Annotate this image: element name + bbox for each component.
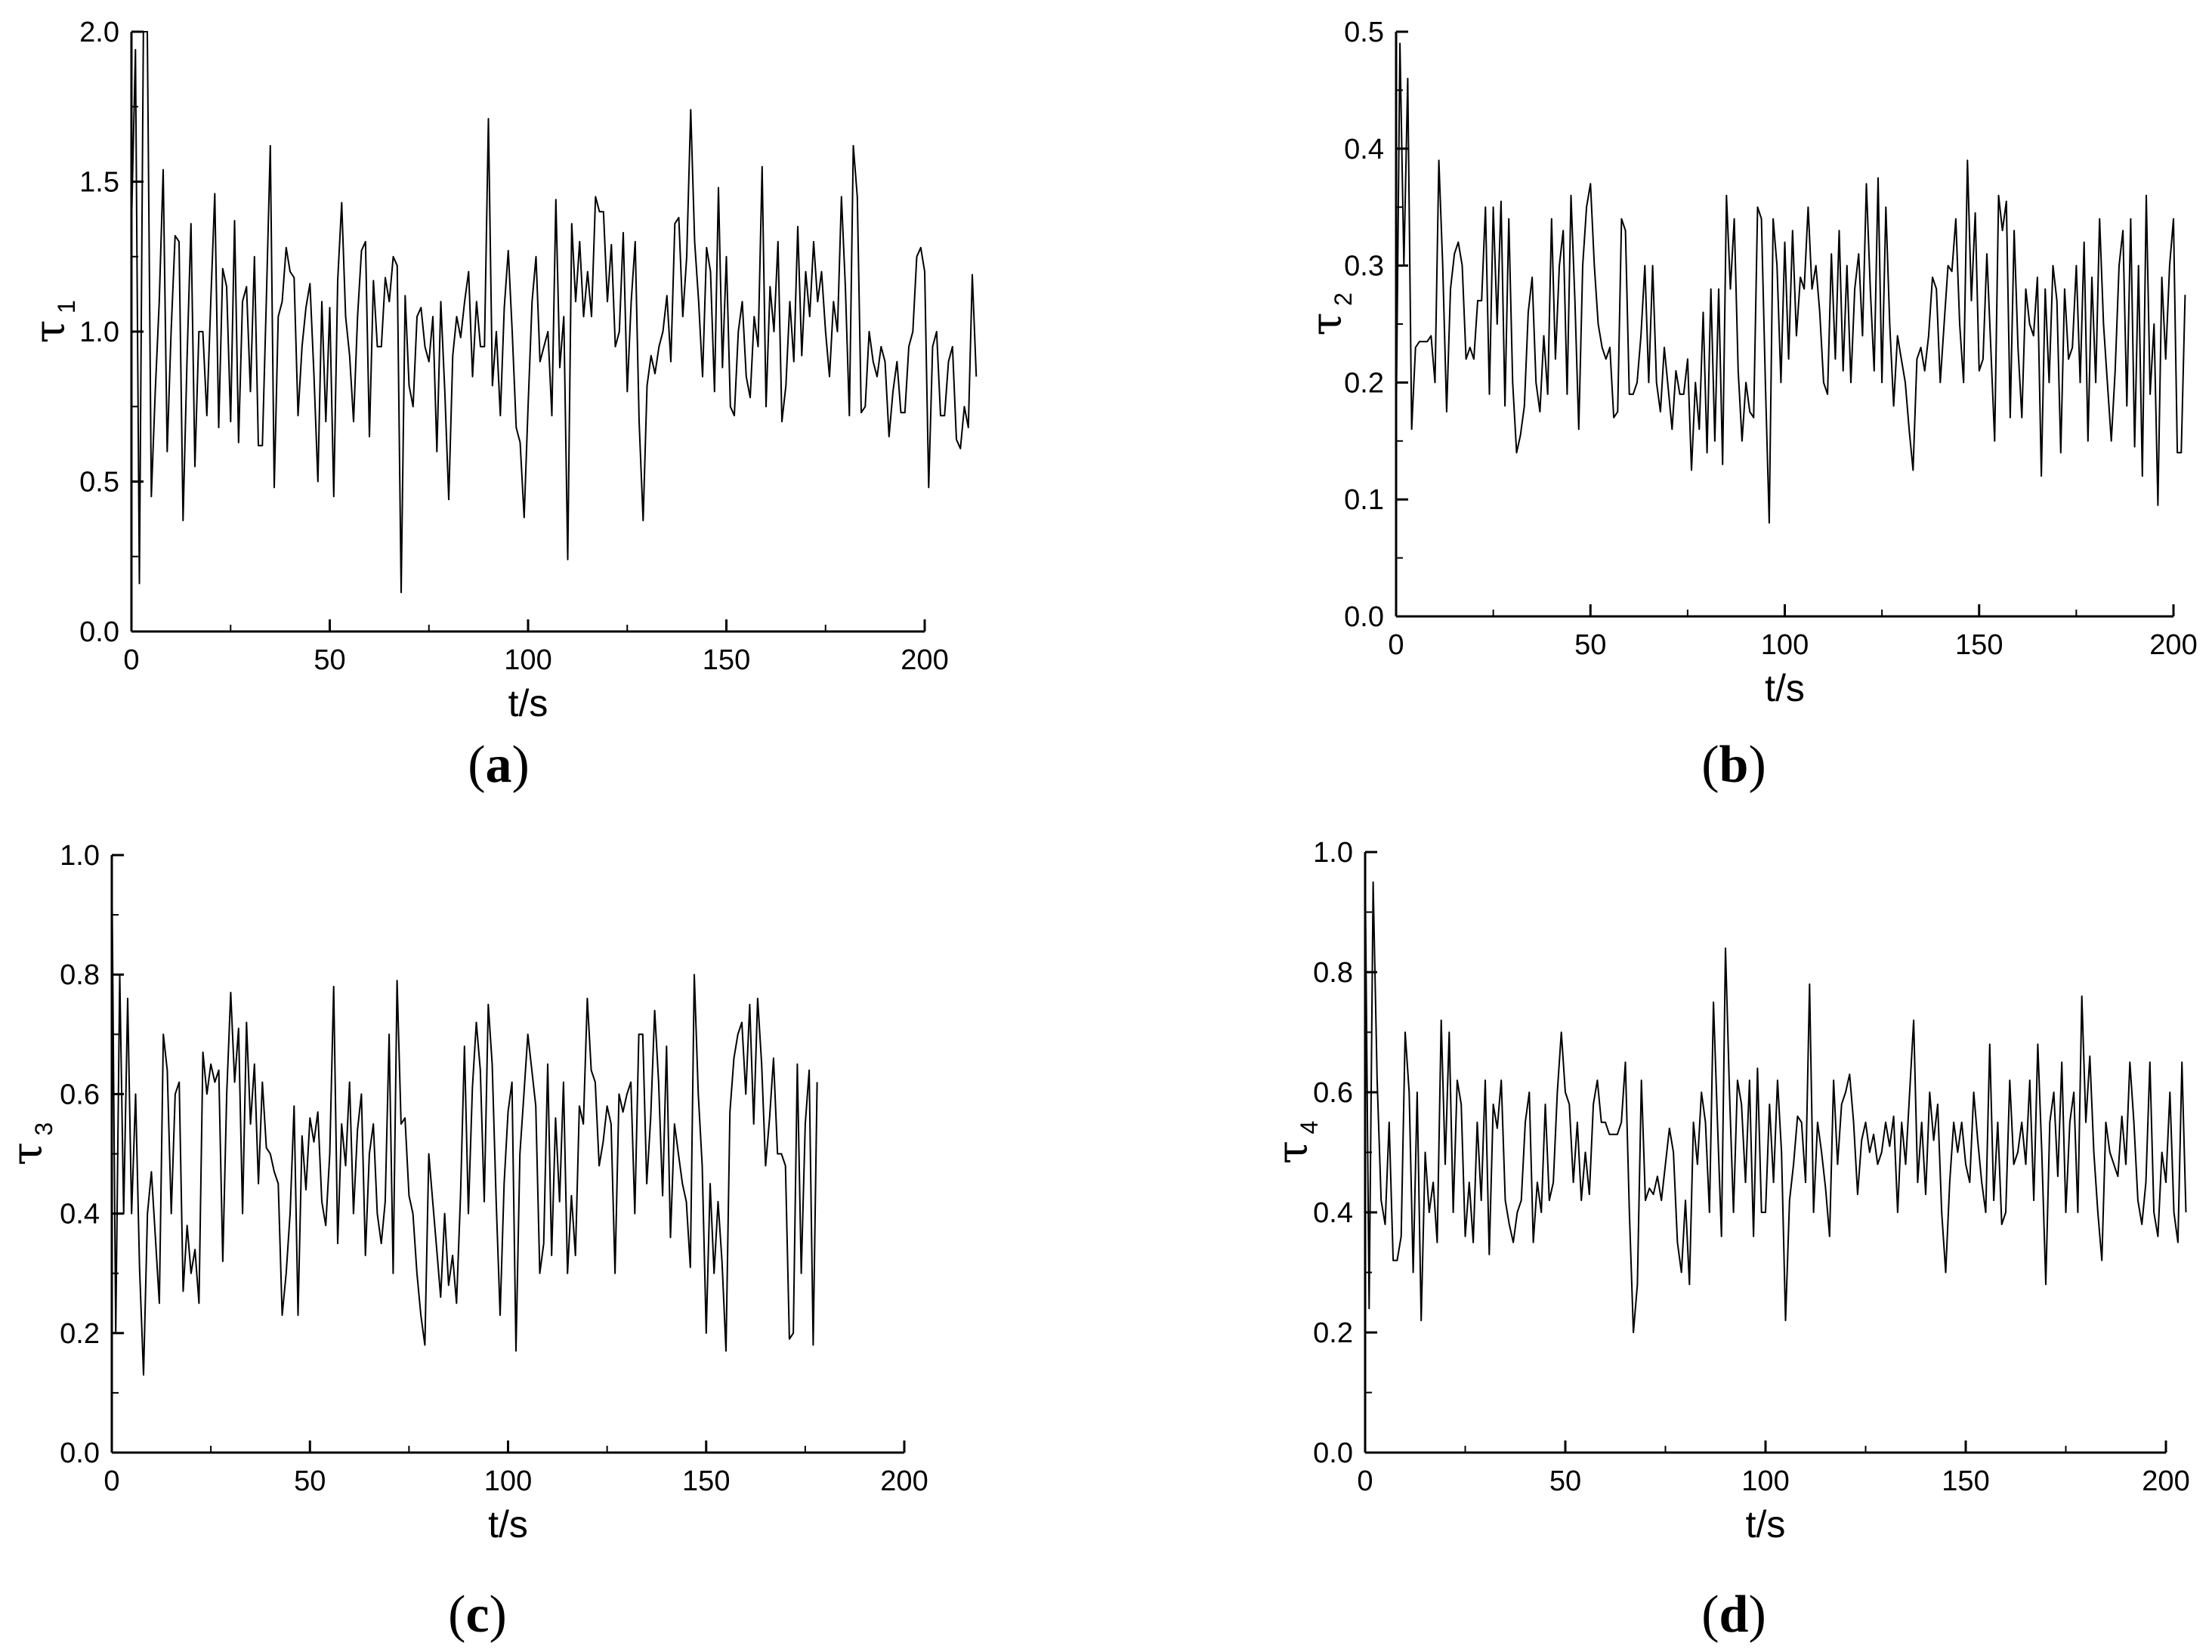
y-tick-label: 0.2 bbox=[1313, 1317, 1353, 1349]
panel-letter: b bbox=[1719, 736, 1749, 794]
y-tick-label: 0.0 bbox=[1344, 601, 1384, 633]
y-tick-label: 1.0 bbox=[1313, 837, 1353, 869]
y-axis-subscript: 1 bbox=[53, 300, 80, 313]
y-axis-symbol: τ bbox=[1302, 313, 1352, 336]
x-tick-label: 50 bbox=[294, 1465, 326, 1497]
series-line bbox=[111, 860, 818, 1376]
y-tick-label: 0.6 bbox=[1313, 1077, 1353, 1109]
y-tick-label: 0.4 bbox=[1313, 1197, 1353, 1229]
y-axis-subscript: 2 bbox=[1330, 292, 1357, 306]
y-axis-symbol: τ bbox=[26, 320, 75, 344]
y-tick-label: 0.5 bbox=[1344, 17, 1384, 48]
x-tick-label: 150 bbox=[1955, 629, 2003, 661]
y-tick-label: 1.5 bbox=[79, 167, 119, 199]
panel-letter: c bbox=[465, 1586, 489, 1644]
x-axis-title: t/s bbox=[1746, 1503, 1786, 1545]
panel-letter: d bbox=[1719, 1586, 1749, 1644]
x-tick-label: 200 bbox=[901, 644, 948, 676]
x-tick-label: 50 bbox=[314, 644, 345, 676]
y-axis-title: τ2 bbox=[1302, 292, 1357, 335]
y-axis-title: τ4 bbox=[1268, 1121, 1323, 1164]
panel-letter: a bbox=[486, 736, 512, 794]
y-axis-subscript: 3 bbox=[30, 1122, 57, 1136]
series-line bbox=[131, 31, 978, 594]
y-tick-label: 0.6 bbox=[60, 1079, 100, 1110]
y-tick-label: 2.0 bbox=[79, 17, 119, 48]
x-tick-label: 150 bbox=[682, 1465, 730, 1497]
x-tick-label: 200 bbox=[2149, 629, 2197, 661]
x-axis-title: t/s bbox=[488, 1503, 528, 1545]
x-tick-label: 100 bbox=[504, 644, 551, 676]
y-axis-subscript: 4 bbox=[1296, 1121, 1323, 1135]
y-tick-label: 1.0 bbox=[79, 317, 119, 348]
x-tick-label: 0 bbox=[103, 1465, 119, 1497]
panel-label: (b) bbox=[1701, 736, 1766, 794]
x-tick-label: 0 bbox=[123, 644, 139, 676]
x-tick-label: 100 bbox=[484, 1465, 532, 1497]
x-tick-label: 200 bbox=[2142, 1465, 2189, 1497]
x-axis-title: t/s bbox=[508, 682, 548, 724]
y-tick-label: 0.8 bbox=[1313, 957, 1353, 989]
y-tick-label: 0.4 bbox=[1344, 134, 1384, 165]
x-tick-label: 150 bbox=[703, 644, 750, 676]
y-tick-label: 0.5 bbox=[79, 467, 119, 499]
y-axis-symbol: τ bbox=[3, 1142, 52, 1166]
y-tick-label: 0.8 bbox=[60, 959, 100, 991]
y-tick-label: 1.0 bbox=[60, 840, 100, 872]
x-tick-label: 50 bbox=[1574, 629, 1606, 661]
y-tick-label: 0.2 bbox=[1344, 367, 1384, 399]
y-axis-symbol: τ bbox=[1268, 1141, 1318, 1164]
x-tick-label: 0 bbox=[1357, 1465, 1373, 1497]
y-tick-label: 0.1 bbox=[1344, 484, 1384, 516]
y-axis-title: τ1 bbox=[26, 300, 80, 343]
x-tick-label: 200 bbox=[880, 1465, 928, 1497]
panel-label: (a) bbox=[468, 736, 530, 794]
series-line bbox=[1364, 863, 2187, 1333]
x-tick-label: 150 bbox=[1942, 1465, 1989, 1497]
x-tick-label: 50 bbox=[1549, 1465, 1581, 1497]
y-tick-label: 0.3 bbox=[1344, 251, 1384, 283]
panel-label: (c) bbox=[448, 1586, 507, 1644]
x-tick-label: 0 bbox=[1388, 629, 1404, 661]
y-tick-label: 0.0 bbox=[79, 616, 119, 648]
x-tick-label: 100 bbox=[1741, 1465, 1789, 1497]
x-axis-title: t/s bbox=[1765, 667, 1805, 709]
y-axis-title: τ3 bbox=[3, 1122, 57, 1166]
y-tick-label: 0.0 bbox=[1313, 1437, 1353, 1469]
y-tick-label: 0.4 bbox=[60, 1199, 100, 1231]
y-tick-label: 0.2 bbox=[60, 1318, 100, 1350]
x-tick-label: 100 bbox=[1761, 629, 1809, 661]
y-tick-label: 0.0 bbox=[60, 1437, 100, 1469]
series-line bbox=[1395, 42, 2186, 524]
panel-label: (d) bbox=[1701, 1586, 1766, 1644]
